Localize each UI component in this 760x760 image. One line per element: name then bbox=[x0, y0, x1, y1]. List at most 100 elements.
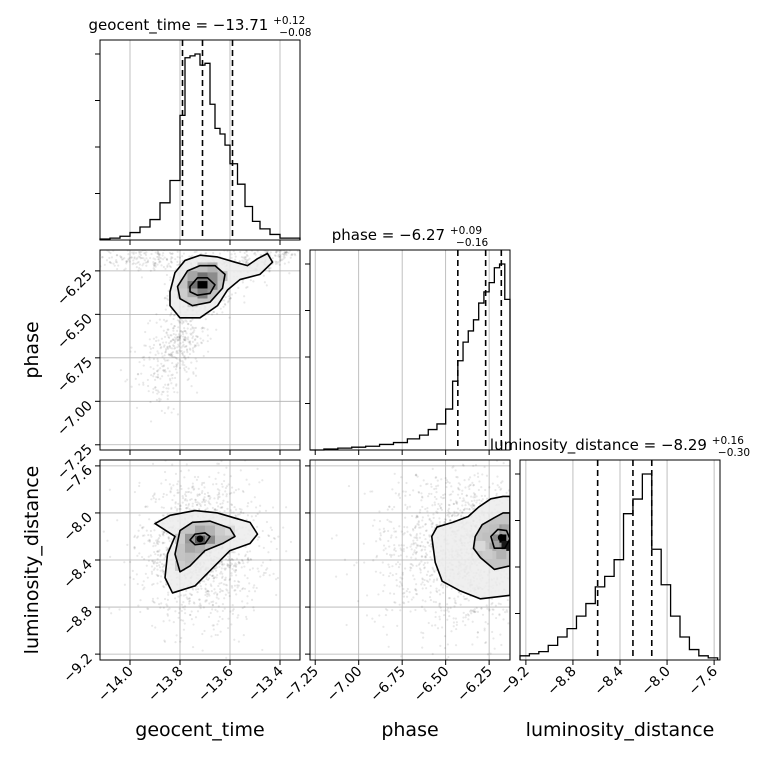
scatter-point bbox=[119, 369, 123, 372]
scatter-point bbox=[162, 571, 165, 574]
scatter-point bbox=[510, 492, 512, 494]
density-cell bbox=[217, 271, 228, 282]
scatter-point bbox=[246, 285, 249, 289]
scatter-point bbox=[138, 514, 141, 517]
scatter-point bbox=[335, 534, 338, 537]
scatter-point bbox=[191, 340, 194, 343]
scatter-point bbox=[239, 589, 242, 592]
scatter-point bbox=[149, 554, 152, 557]
scatter-point bbox=[522, 592, 524, 594]
scatter-point bbox=[505, 609, 508, 612]
scatter-point bbox=[182, 337, 185, 341]
scatter-point bbox=[188, 507, 191, 511]
scatter-point bbox=[162, 265, 166, 269]
scatter-point bbox=[147, 390, 150, 393]
scatter-point bbox=[95, 257, 97, 259]
scatter-point bbox=[241, 559, 244, 563]
scatter-point bbox=[212, 577, 215, 580]
scatter-point bbox=[156, 250, 159, 253]
scatter-point bbox=[143, 358, 146, 361]
scatter-point bbox=[405, 546, 409, 549]
scatter-point bbox=[165, 257, 168, 261]
scatter-point bbox=[164, 370, 167, 373]
scatter-point bbox=[183, 369, 186, 372]
scatter-point bbox=[476, 610, 480, 613]
scatter-point bbox=[127, 247, 129, 249]
scatter-point bbox=[174, 501, 177, 504]
scatter-point bbox=[211, 604, 214, 607]
scatter-point bbox=[155, 573, 158, 576]
scatter-point bbox=[88, 253, 90, 255]
scatter-point bbox=[162, 369, 165, 372]
scatter-point bbox=[400, 530, 403, 533]
scatter-point bbox=[163, 541, 166, 544]
scatter-point bbox=[279, 253, 282, 256]
scatter-point bbox=[223, 567, 226, 570]
scatter-point bbox=[184, 358, 187, 361]
scatter-point bbox=[430, 485, 433, 488]
scatter-point bbox=[224, 296, 227, 299]
scatter-point bbox=[520, 527, 522, 529]
scatter-point bbox=[235, 563, 238, 566]
scatter-point bbox=[219, 572, 222, 575]
scatter-point bbox=[185, 332, 188, 335]
scatter-point bbox=[458, 496, 462, 500]
scatter-point bbox=[415, 514, 418, 517]
scatter-point bbox=[202, 606, 205, 609]
scatter-point bbox=[142, 580, 145, 583]
scatter-point bbox=[168, 370, 171, 373]
scatter-point bbox=[223, 509, 226, 513]
scatter-point bbox=[167, 359, 170, 362]
scatter-point bbox=[458, 591, 461, 594]
scatter-point bbox=[440, 502, 443, 506]
contour-line bbox=[189, 532, 211, 546]
scatter-point bbox=[486, 622, 489, 625]
scatter-point bbox=[382, 544, 386, 547]
scatter-point bbox=[230, 511, 233, 514]
scatter-point bbox=[245, 286, 248, 289]
scatter-point bbox=[175, 634, 178, 637]
scatter-point bbox=[415, 593, 419, 596]
scatter-point bbox=[157, 352, 160, 355]
scatter-point bbox=[277, 253, 280, 256]
scatter-point bbox=[429, 556, 432, 559]
scatter-point bbox=[417, 521, 420, 524]
scatter-point bbox=[137, 255, 140, 258]
scatter-point bbox=[274, 262, 277, 265]
scatter-point bbox=[180, 349, 183, 353]
scatter-point bbox=[231, 558, 234, 561]
scatter-point bbox=[436, 627, 440, 630]
scatter-point bbox=[181, 353, 185, 357]
scatter-point bbox=[184, 247, 186, 249]
scatter-point bbox=[162, 534, 165, 537]
scatter-point bbox=[190, 384, 193, 388]
scatter-point bbox=[173, 313, 176, 317]
scatter-point bbox=[221, 575, 224, 578]
scatter-point bbox=[158, 254, 161, 257]
scatter-point bbox=[429, 519, 433, 523]
scatter-point bbox=[147, 533, 150, 537]
scatter-point bbox=[133, 256, 136, 259]
scatter-point bbox=[185, 503, 188, 506]
scatter-point bbox=[158, 540, 161, 543]
scatter-point bbox=[379, 532, 382, 535]
scatter-point bbox=[200, 341, 203, 344]
scatter-point bbox=[156, 550, 159, 553]
scatter-point bbox=[363, 561, 366, 564]
scatter-point bbox=[430, 546, 433, 549]
scatter-point bbox=[416, 536, 419, 540]
scatter-point bbox=[154, 498, 158, 501]
scatter-point bbox=[89, 263, 91, 265]
scatter-point bbox=[176, 339, 179, 342]
scatter-point bbox=[231, 612, 234, 616]
scatter-point bbox=[426, 506, 429, 510]
scatter-point bbox=[456, 476, 459, 479]
scatter-point bbox=[275, 251, 278, 254]
scatter-point bbox=[110, 261, 113, 265]
scatter-point bbox=[404, 494, 407, 497]
scatter-point bbox=[193, 250, 196, 254]
scatter-point bbox=[157, 339, 160, 342]
scatter-point bbox=[228, 559, 231, 562]
scatter-point bbox=[414, 473, 417, 477]
scatter-point bbox=[455, 623, 458, 627]
